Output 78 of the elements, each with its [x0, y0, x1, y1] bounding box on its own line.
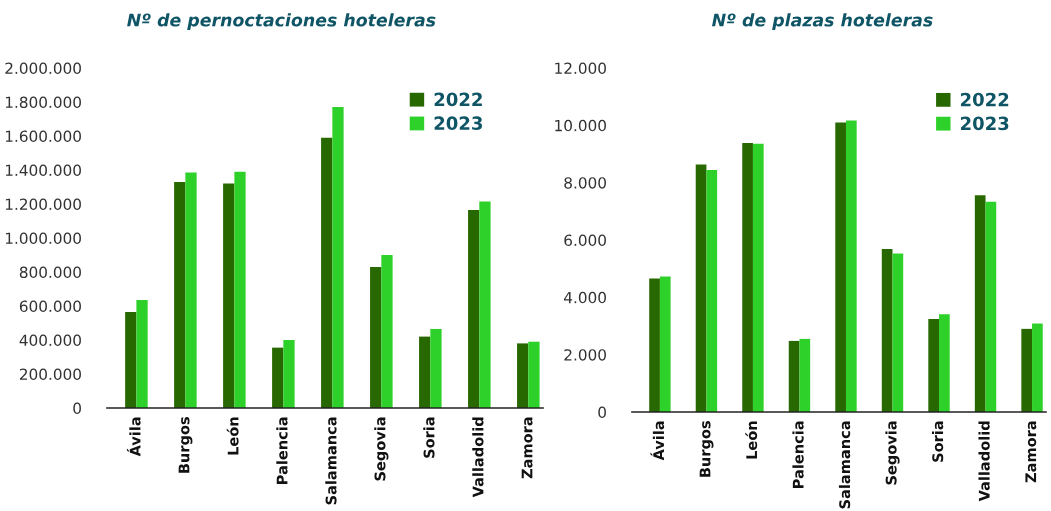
y-tick-label: 400.000	[19, 334, 81, 347]
bar	[479, 201, 491, 408]
bar	[742, 143, 753, 412]
x-tick-label: Zamora	[521, 417, 533, 479]
x-tick-label: Salamanca	[325, 417, 337, 505]
y-tick-label: 0	[598, 406, 606, 419]
x-tick-label: Salamanca	[838, 421, 851, 509]
y-tick-label: 4.000	[564, 291, 606, 304]
bar	[468, 209, 480, 408]
y-tick-label: 2.000	[564, 349, 606, 361]
bar	[892, 253, 904, 412]
bar	[370, 266, 382, 408]
bar	[272, 347, 284, 408]
x-tick-label: Ávila	[126, 417, 141, 457]
x-tick-label: Segovia	[885, 421, 900, 485]
bar	[430, 328, 442, 408]
x-tick-label: Segovia	[374, 417, 389, 481]
bar	[419, 336, 431, 408]
y-tick-label: 800.000	[19, 266, 81, 279]
bar	[136, 300, 148, 408]
legend-label: 2023	[960, 116, 1009, 131]
bar	[881, 248, 893, 412]
y-tick-label: 600.000	[19, 300, 81, 313]
bar	[649, 278, 660, 412]
chart-title: Nº de plazas hoteleras	[712, 13, 933, 30]
bar	[1021, 328, 1033, 412]
bar	[381, 255, 393, 408]
x-tick-label: Ávila	[650, 421, 665, 461]
y-tick-label: 2.000.000	[5, 62, 81, 75]
bar	[223, 183, 235, 408]
x-tick-label: Burgos	[178, 417, 193, 473]
x-tick-label: Valladolid	[978, 421, 990, 502]
y-tick-label: 1.400.000	[5, 164, 81, 177]
bar	[799, 338, 811, 412]
bar	[125, 311, 137, 408]
x-tick-label: Palencia	[276, 417, 288, 484]
bar	[528, 341, 540, 408]
x-tick-label: Soria	[423, 417, 435, 458]
bar	[928, 319, 940, 412]
legend-label: 2022	[434, 92, 482, 107]
x-tick-label: León	[745, 421, 758, 459]
y-tick-label: 200.000	[19, 368, 81, 381]
bar	[939, 314, 950, 412]
bar	[974, 195, 986, 412]
bar	[1032, 323, 1043, 412]
y-tick-label: 6.000	[564, 234, 606, 247]
bar	[659, 276, 671, 412]
bar	[185, 172, 197, 408]
y-tick-label: 1.200.000	[5, 198, 81, 211]
bar	[283, 340, 295, 408]
y-tick-label: 0	[73, 402, 81, 415]
y-tick-label: 1.800.000	[5, 96, 81, 109]
y-tick-label: 12.000	[555, 62, 606, 75]
y-tick-label: 10.000	[555, 119, 606, 132]
bar	[845, 120, 857, 412]
x-tick-label: Palencia	[792, 421, 804, 488]
bar	[234, 171, 246, 408]
bar	[985, 201, 997, 412]
bar	[321, 137, 333, 408]
bar	[835, 122, 846, 412]
x-tick-label: Zamora	[1025, 421, 1037, 483]
x-tick-label: Valladolid	[472, 417, 484, 498]
legend-label: 2022	[960, 92, 1009, 107]
bar	[788, 340, 800, 412]
bar	[752, 143, 764, 412]
bar	[695, 164, 707, 412]
bar	[517, 343, 529, 408]
chart-title: Nº de pernoctaciones hoteleras	[127, 13, 436, 30]
bar	[174, 181, 186, 408]
bar	[706, 170, 718, 412]
bar	[332, 107, 344, 408]
x-tick-label: León	[226, 417, 239, 455]
y-tick-label: 1.600.000	[5, 130, 81, 143]
legend-label: 2023	[434, 116, 483, 130]
x-tick-label: Burgos	[699, 421, 714, 477]
x-tick-label: Soria	[931, 421, 944, 462]
y-tick-label: 1.000.000	[5, 232, 81, 245]
y-tick-label: 8.000	[564, 177, 606, 189]
